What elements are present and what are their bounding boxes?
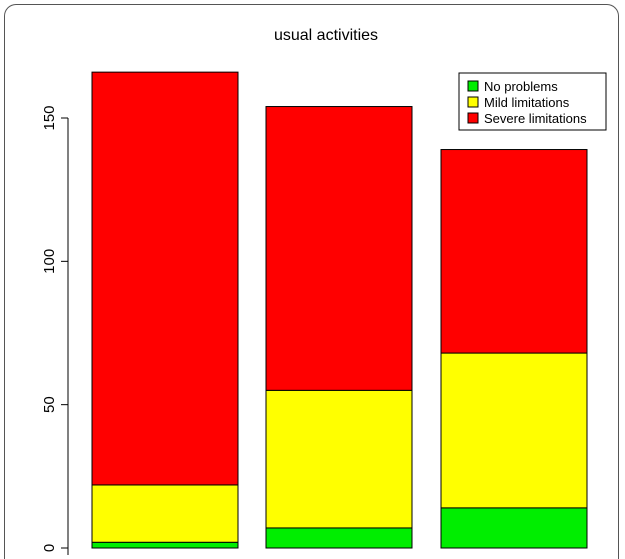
bar-segment-severe-limitations-2 (265, 106, 413, 391)
bar-segment-severe-limitations-3 (440, 149, 588, 354)
bars (91, 71, 588, 549)
legend-label: Severe limitations (484, 111, 587, 126)
y-axis: 0 50 100 150 (41, 105, 69, 555)
legend-label: No problems (484, 79, 558, 94)
y-tick-label: 50 (41, 396, 58, 413)
bar-segment-no-problems-1 (91, 541, 239, 549)
bar-segment-severe-limitations-1 (91, 71, 239, 486)
y-tick-label: 0 (41, 544, 58, 552)
legend-box (458, 72, 607, 131)
y-tick-label: 150 (41, 105, 58, 130)
bar-segment-mild-limitations-2 (265, 389, 413, 529)
legend-swatch (467, 112, 479, 124)
bar-segment-mild-limitations-3 (440, 352, 588, 509)
legend-label: Mild limitations (484, 95, 570, 110)
bar-segment-no-problems-3 (440, 507, 588, 549)
y-tick-label: 100 (41, 249, 58, 274)
legend-swatch (467, 80, 479, 92)
bar-segment-mild-limitations-1 (91, 484, 239, 543)
bar-segment-no-problems-2 (265, 527, 413, 549)
legend-swatch (467, 96, 479, 108)
chart-title: usual activities (274, 27, 378, 44)
